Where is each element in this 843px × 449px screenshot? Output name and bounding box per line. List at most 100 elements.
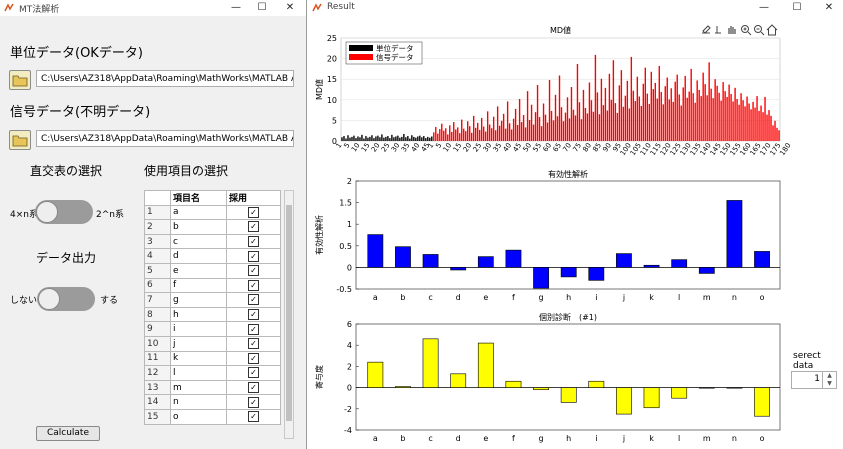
table-row[interactable]: 2 b ✓ xyxy=(144,219,281,235)
item-name-cell[interactable]: n xyxy=(170,394,227,410)
scrollbar-thumb[interactable] xyxy=(286,205,292,421)
adopt-checkbox[interactable]: ✓ xyxy=(248,250,259,262)
unit-path-field[interactable]: C:\Users\AZ318\AppData\Roaming\MathWorks… xyxy=(36,70,294,87)
select-data-spinner[interactable]: 1 ▲ ▼ xyxy=(791,371,837,389)
signal-path-field[interactable]: C:\Users\AZ318\AppData\Roaming\MathWorks… xyxy=(36,130,294,147)
table-row[interactable]: 10 j ✓ xyxy=(144,335,281,352)
signal-data-bar xyxy=(449,125,451,141)
maximize-button[interactable]: ☐ xyxy=(792,2,802,13)
datatip-icon[interactable] xyxy=(715,26,721,34)
unit-data-bar xyxy=(417,136,419,141)
close-button[interactable]: ✕ xyxy=(824,2,834,13)
item-name-cell[interactable]: b xyxy=(170,219,227,235)
signal-data-bar xyxy=(742,100,744,141)
adopt-checkbox[interactable]: ✓ xyxy=(248,221,259,233)
signal-data-bar xyxy=(766,114,768,141)
unit-data-bar xyxy=(383,137,385,141)
adopt-checkbox[interactable]: ✓ xyxy=(248,294,259,306)
adopt-checkbox[interactable]: ✓ xyxy=(248,323,259,335)
item-name-cell[interactable]: a xyxy=(170,204,227,221)
row-number: 13 xyxy=(144,379,171,396)
signal-data-bar xyxy=(714,79,716,141)
item-name-cell[interactable]: o xyxy=(170,408,227,425)
x-tick-label: c xyxy=(428,434,432,443)
adopt-checkbox[interactable]: ✓ xyxy=(248,367,259,379)
adopt-checkbox[interactable]: ✓ xyxy=(248,309,259,321)
signal-data-bar xyxy=(506,101,509,141)
x-tick-label: a xyxy=(373,434,378,443)
table-row[interactable]: 7 g ✓ xyxy=(144,292,281,308)
item-selection-label: 使用項目の選択 xyxy=(144,164,229,178)
item-name-cell[interactable]: k xyxy=(170,350,227,367)
signal-data-bar xyxy=(630,56,633,142)
table-row[interactable]: 12 l ✓ xyxy=(144,365,281,381)
zoom-out-icon[interactable] xyxy=(754,25,765,36)
signal-data-bar xyxy=(486,111,489,141)
export-icon[interactable] xyxy=(702,25,711,34)
minimize-button[interactable]: — xyxy=(231,2,241,13)
pan-icon[interactable] xyxy=(728,26,736,34)
adopt-checkbox[interactable]: ✓ xyxy=(248,206,259,218)
minimize-button[interactable]: — xyxy=(759,2,769,13)
orthogonal-toggle[interactable] xyxy=(35,200,93,224)
table-row[interactable]: 8 h ✓ xyxy=(144,306,281,323)
signal-data-bar xyxy=(626,80,629,141)
adopt-cell: ✓ xyxy=(226,379,281,396)
table-row[interactable]: 9 i ✓ xyxy=(144,321,281,337)
adopt-checkbox[interactable]: ✓ xyxy=(248,352,259,364)
bar-b xyxy=(395,246,411,268)
item-name-cell[interactable]: g xyxy=(170,292,227,308)
x-tick-label: 30 xyxy=(482,142,494,154)
signal-data-bar xyxy=(604,87,607,141)
adopt-checkbox[interactable]: ✓ xyxy=(248,411,259,423)
unit-data-bar xyxy=(381,134,383,141)
row-number: 11 xyxy=(144,350,171,367)
item-name-cell[interactable]: d xyxy=(170,248,227,264)
maximize-button[interactable]: ☐ xyxy=(257,2,267,13)
item-name-cell[interactable]: h xyxy=(170,306,227,323)
x-tick-label: 40 xyxy=(410,142,422,154)
adopt-checkbox[interactable]: ✓ xyxy=(248,382,259,394)
spinner-up-icon[interactable]: ▲ xyxy=(822,372,836,380)
adopt-checkbox[interactable]: ✓ xyxy=(248,338,259,350)
signal-data-bar xyxy=(610,99,613,141)
table-row[interactable]: 15 o ✓ xyxy=(144,408,281,425)
signal-data-bar xyxy=(776,127,778,141)
signal-data-bar xyxy=(658,66,660,141)
row-number: 8 xyxy=(144,306,171,323)
table-row[interactable]: 11 k ✓ xyxy=(144,350,281,367)
table-row[interactable]: 4 d ✓ xyxy=(144,248,281,264)
signal-folder-button[interactable] xyxy=(9,130,31,150)
item-name-cell[interactable]: i xyxy=(170,321,227,337)
item-name-cell[interactable]: j xyxy=(170,335,227,352)
close-button[interactable]: ✕ xyxy=(285,2,295,13)
adopt-checkbox[interactable]: ✓ xyxy=(248,265,259,277)
home-icon[interactable] xyxy=(766,24,778,36)
table-row[interactable]: 13 m ✓ xyxy=(144,379,281,396)
unit-data-bar xyxy=(427,136,429,141)
data-output-toggle[interactable] xyxy=(37,287,95,311)
adopt-checkbox[interactable]: ✓ xyxy=(248,396,259,408)
spinner-down-icon[interactable]: ▼ xyxy=(822,380,836,388)
zoom-in-icon[interactable] xyxy=(741,25,752,36)
item-name-cell[interactable]: f xyxy=(170,277,227,294)
signal-data-bar xyxy=(453,122,455,141)
table-row[interactable]: 14 n ✓ xyxy=(144,394,281,410)
item-name-cell[interactable]: e xyxy=(170,262,227,279)
table-row[interactable]: 6 f ✓ xyxy=(144,277,281,294)
x-tick-label: f xyxy=(512,434,515,443)
adopt-checkbox[interactable]: ✓ xyxy=(248,236,259,248)
item-name-cell[interactable]: c xyxy=(170,233,227,250)
adopt-checkbox[interactable]: ✓ xyxy=(248,279,259,291)
table-scrollbar[interactable] xyxy=(284,190,294,439)
signal-data-bar xyxy=(496,106,499,141)
table-row[interactable]: 3 c ✓ xyxy=(144,233,281,250)
signal-data-bar xyxy=(482,126,485,141)
item-name-cell[interactable]: m xyxy=(170,379,227,396)
table-row[interactable]: 5 e ✓ xyxy=(144,262,281,279)
item-name-cell[interactable]: l xyxy=(170,365,227,381)
unit-folder-button[interactable] xyxy=(9,70,31,90)
legend-label-signal: 信号データ xyxy=(376,52,414,62)
table-row[interactable]: 1 a ✓ xyxy=(144,204,281,221)
calculate-button[interactable]: Calculate xyxy=(36,426,100,441)
